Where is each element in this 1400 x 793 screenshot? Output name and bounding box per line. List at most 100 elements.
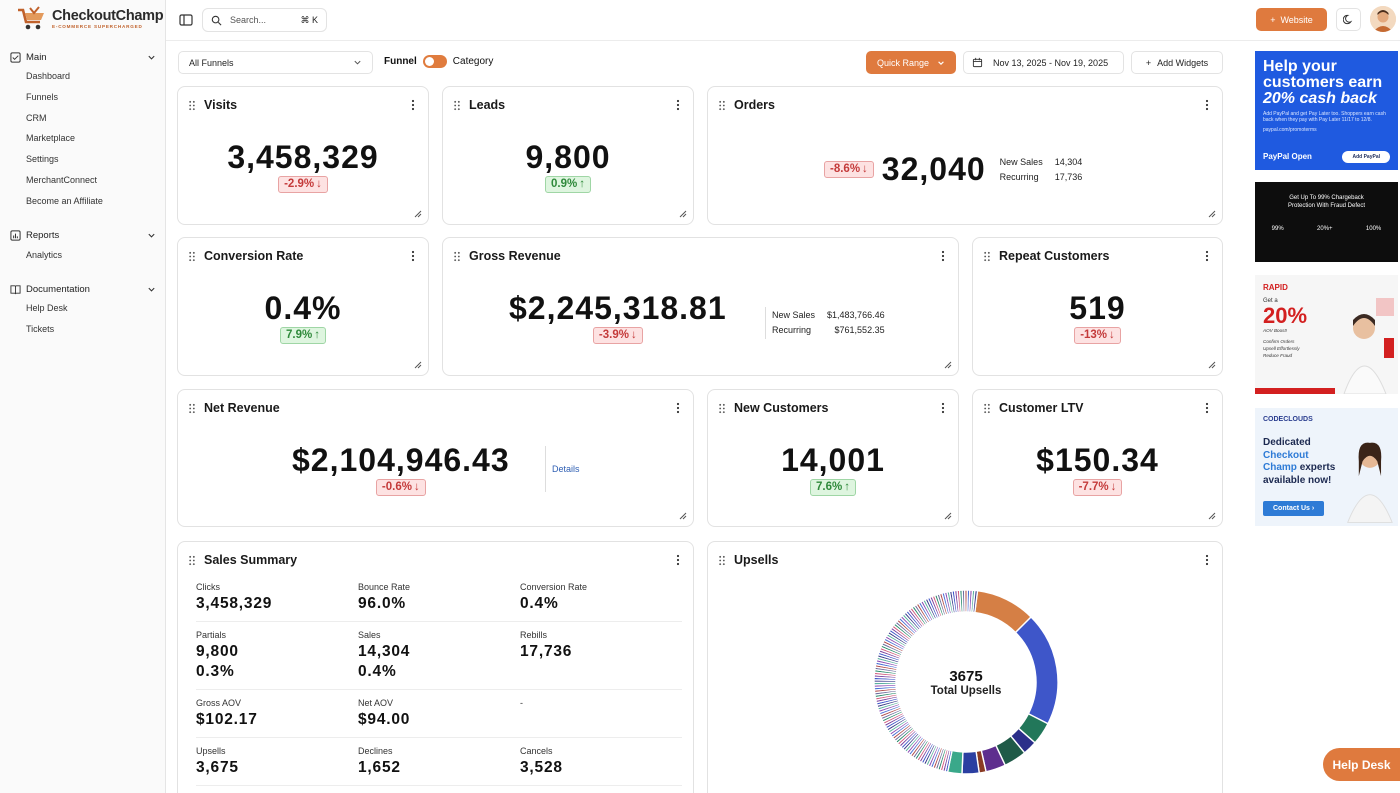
metric-value: $94.00 bbox=[358, 711, 411, 728]
calendar-icon bbox=[972, 57, 983, 68]
resize-handle-icon[interactable] bbox=[942, 359, 952, 369]
sales-summary-grid: Clicks 3,458,329 Bounce Rate 96.0% Conversio… bbox=[196, 582, 682, 793]
resize-handle-icon[interactable] bbox=[942, 510, 952, 520]
website-label: Website bbox=[1280, 14, 1313, 25]
metric-value: 3,675 bbox=[196, 759, 239, 776]
ad-cta[interactable]: Contact Us › bbox=[1263, 501, 1325, 516]
sidebar-item-analytics[interactable]: Analytics bbox=[26, 249, 63, 260]
sidebar-item-affiliate[interactable]: Become an Affiliate bbox=[26, 195, 103, 206]
customer-ltv-card: Customer LTV $150.34 -7.7% ↓ bbox=[972, 389, 1223, 527]
card-title: Conversion Rate bbox=[204, 249, 304, 263]
drag-handle-icon[interactable] bbox=[453, 100, 461, 111]
date-range-picker[interactable]: Nov 13, 2025 - Nov 19, 2025 bbox=[963, 51, 1124, 74]
chevron-down-icon bbox=[148, 287, 155, 292]
metric-value: 96.0% bbox=[358, 595, 406, 612]
donut-segment[interactable] bbox=[972, 589, 979, 614]
codeclouds-ad[interactable]: CODECLOUDS Dedicated Checkout Champ expe… bbox=[1255, 408, 1398, 526]
search-icon bbox=[211, 15, 222, 25]
funnel-category-toggle[interactable] bbox=[422, 55, 447, 68]
nav-section-documentation[interactable]: Documentation bbox=[0, 280, 166, 298]
metric-label: Conversion Rate bbox=[520, 582, 588, 592]
help-desk-button[interactable]: Help Desk bbox=[1323, 748, 1400, 781]
more-options-icon[interactable] bbox=[1202, 554, 1212, 566]
ad-url: paypal.com/promoterms bbox=[1263, 127, 1317, 133]
drag-handle-icon[interactable] bbox=[718, 403, 726, 414]
card-title: Orders bbox=[734, 98, 775, 112]
metric-value: 9,800 bbox=[196, 643, 239, 660]
more-options-icon[interactable] bbox=[938, 402, 948, 414]
more-options-icon[interactable] bbox=[408, 250, 418, 262]
sales-summary-row: Partials 9,800 0.3% Sales 14,304 0.4% Rebills 1… bbox=[196, 630, 682, 690]
donut-segment[interactable] bbox=[1014, 615, 1059, 725]
quick-range-button[interactable]: Quick Range bbox=[866, 51, 956, 74]
chevron-down-icon bbox=[148, 55, 155, 60]
sidebar-toggle-icon[interactable] bbox=[178, 12, 194, 28]
sidebar-item-crm[interactable]: CRM bbox=[26, 112, 47, 123]
arrow-down-icon: ↓ bbox=[1109, 329, 1115, 341]
add-widgets-label: Add Widgets bbox=[1157, 57, 1209, 68]
nav-section-main[interactable]: Main bbox=[0, 48, 166, 66]
drag-handle-icon[interactable] bbox=[188, 555, 196, 566]
more-options-icon[interactable] bbox=[1202, 402, 1212, 414]
search-input[interactable]: Search... ⌘ K bbox=[202, 8, 327, 32]
sidebar-item-marketplace[interactable]: Marketplace bbox=[26, 133, 76, 144]
change-badge: -0.6% ↓ bbox=[375, 479, 426, 496]
add-widgets-button[interactable]: + Add Widgets bbox=[1131, 51, 1223, 74]
donut-segment[interactable] bbox=[961, 750, 981, 775]
more-options-icon[interactable] bbox=[1202, 250, 1212, 262]
ad-headline: 20% cash back bbox=[1263, 90, 1377, 107]
gross-revenue-breakdown: New Sales $1,483,766.46 Recurring $761,552… bbox=[765, 307, 887, 339]
more-options-icon[interactable] bbox=[938, 250, 948, 262]
resize-handle-icon[interactable] bbox=[1206, 510, 1216, 520]
resize-handle-icon[interactable] bbox=[677, 510, 687, 520]
drag-handle-icon[interactable] bbox=[453, 251, 461, 262]
topbar: Search... ⌘ K bbox=[178, 8, 327, 32]
more-options-icon[interactable] bbox=[673, 99, 683, 111]
sales-summary-metric: Conversion Rate 0.4% bbox=[520, 582, 682, 614]
more-options-icon[interactable] bbox=[408, 99, 418, 111]
metric-label: Gross AOV bbox=[196, 698, 242, 708]
more-options-icon[interactable] bbox=[673, 554, 683, 566]
upsells-card: Upsells 3675 Total Upsells bbox=[707, 541, 1223, 793]
fraud-defect-ad[interactable]: Get Up To 99% Chargeback Protection With… bbox=[1255, 182, 1398, 262]
more-options-icon[interactable] bbox=[1202, 99, 1212, 111]
visits-card: Visits 3,458,329 -2.9% ↓ bbox=[177, 86, 429, 225]
drag-handle-icon[interactable] bbox=[983, 251, 991, 262]
rapid-ad[interactable]: RAPID Get a 20% AOV Boost! Confirm Order… bbox=[1255, 275, 1398, 394]
drag-handle-icon[interactable] bbox=[188, 100, 196, 111]
arrow-up-icon: ↑ bbox=[579, 178, 585, 190]
metric-value: 0.4% bbox=[264, 290, 342, 326]
ad-cta[interactable]: Add PayPal bbox=[1342, 151, 1390, 163]
sidebar-item-help-desk[interactable]: Help Desk bbox=[26, 303, 68, 314]
resize-handle-icon[interactable] bbox=[1206, 208, 1216, 218]
search-placeholder: Search... bbox=[230, 15, 267, 25]
more-options-icon[interactable] bbox=[673, 402, 683, 414]
change-badge: -7.7% ↓ bbox=[1072, 479, 1123, 496]
nav-section-reports[interactable]: Reports bbox=[0, 227, 166, 245]
theme-toggle-button[interactable] bbox=[1336, 8, 1361, 31]
resize-handle-icon[interactable] bbox=[412, 359, 422, 369]
sidebar-item-tickets[interactable]: Tickets bbox=[26, 324, 55, 335]
sidebar-item-dashboard[interactable]: Dashboard bbox=[26, 71, 71, 81]
metric-label: - bbox=[520, 698, 523, 708]
drag-handle-icon[interactable] bbox=[188, 403, 196, 414]
details-link[interactable]: Details bbox=[545, 446, 580, 492]
nav-group-reports: Reports Analytics bbox=[0, 227, 166, 266]
logo[interactable]: CheckoutChamp E-COMMERCE SUPERCHARGED bbox=[16, 6, 164, 32]
funnel-select[interactable]: All Funnels bbox=[178, 51, 373, 74]
sidebar-item-settings[interactable]: Settings bbox=[26, 154, 59, 165]
drag-handle-icon[interactable] bbox=[983, 403, 991, 414]
drag-handle-icon[interactable] bbox=[718, 555, 726, 566]
sidebar-item-merchantconnect[interactable]: MerchantConnect bbox=[26, 174, 98, 185]
arrow-up-icon: ↑ bbox=[844, 481, 850, 493]
avatar[interactable] bbox=[1370, 6, 1396, 32]
resize-handle-icon[interactable] bbox=[1206, 359, 1216, 369]
drag-handle-icon[interactable] bbox=[188, 251, 196, 262]
sidebar-item-funnels[interactable]: Funnels bbox=[26, 91, 59, 102]
resize-handle-icon[interactable] bbox=[412, 208, 422, 218]
paypal-ad[interactable]: Help your customers earn 20% cash back A… bbox=[1255, 51, 1398, 170]
orders-card: Orders -8.6% ↓ 32,040 New Sales 14,304 Rec… bbox=[707, 86, 1223, 225]
website-button[interactable]: + Website bbox=[1256, 8, 1327, 31]
drag-handle-icon[interactable] bbox=[718, 100, 726, 111]
resize-handle-icon[interactable] bbox=[677, 208, 687, 218]
